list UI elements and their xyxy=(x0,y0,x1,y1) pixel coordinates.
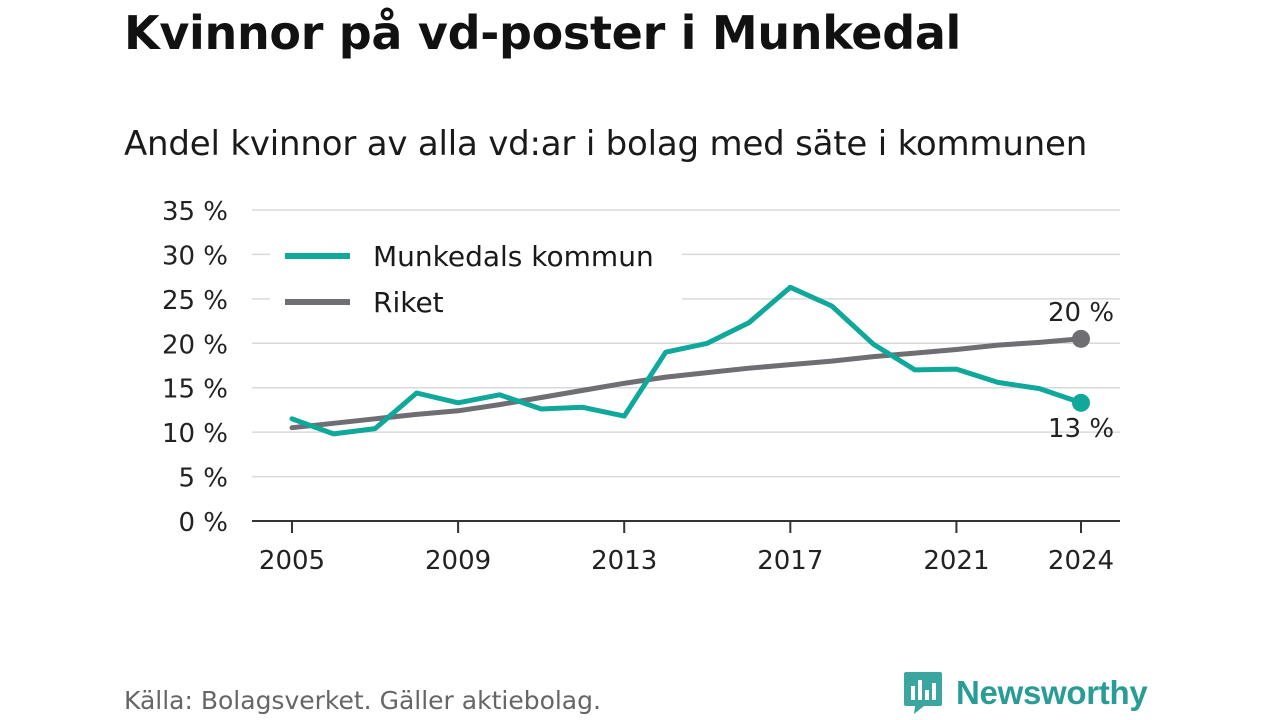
x-tick-label: 2005 xyxy=(259,546,325,576)
legend-background xyxy=(270,232,682,328)
y-tick-label: 30 % xyxy=(162,241,228,271)
series-end-point xyxy=(1072,393,1090,412)
line-chart: 0 %5 %10 %15 %20 %25 %30 %35 % 2005 2009 2… xyxy=(162,197,1120,576)
y-tick-label: 25 % xyxy=(162,286,228,316)
x-tick-label: 2009 xyxy=(425,546,491,576)
series-end-label: 13 % xyxy=(1048,414,1114,444)
series-lines: 13 % 20 % xyxy=(289,284,1114,444)
newsworthy-logo-icon xyxy=(904,672,942,714)
x-tick-label: 2013 xyxy=(591,546,657,576)
y-axis: 0 % 5 % 10 % 15 % 20 % 25 % 30 % 35 % xyxy=(162,197,228,538)
y-tick-label: 20 % xyxy=(162,330,228,360)
chart-title: Kvinnor på vd-poster i Munkedal xyxy=(124,6,962,60)
series-end-label: 20 % xyxy=(1048,298,1114,328)
x-axis: 2005 2009 2013 2017 2021 2024 xyxy=(252,520,1120,576)
source-note: Källa: Bolagsverket. Gäller aktiebolag. xyxy=(124,686,601,715)
legend-label: Riket xyxy=(373,286,444,319)
series-line xyxy=(289,284,1084,437)
brand-name: Newsworthy xyxy=(956,674,1148,711)
series-line xyxy=(289,336,1084,431)
y-tick-label: 5 % xyxy=(178,464,228,494)
x-tick-label: 2017 xyxy=(757,546,823,576)
x-tick-label: 2021 xyxy=(923,546,989,576)
legend-label: Munkedals kommun xyxy=(373,240,654,273)
brand-logo[interactable]: Newsworthy xyxy=(902,670,1148,716)
y-tick-label: 35 % xyxy=(162,197,228,227)
y-tick-label: 10 % xyxy=(162,419,228,449)
y-tick-label: 15 % xyxy=(162,375,228,405)
legend: Munkedals kommun Riket xyxy=(270,232,682,328)
series-end-point xyxy=(1072,329,1090,348)
y-tick-label: 0 % xyxy=(178,508,228,538)
x-tick-label: 2024 xyxy=(1048,546,1114,576)
chart-subtitle: Andel kvinnor av alla vd:ar i bolag med … xyxy=(124,124,1088,164)
